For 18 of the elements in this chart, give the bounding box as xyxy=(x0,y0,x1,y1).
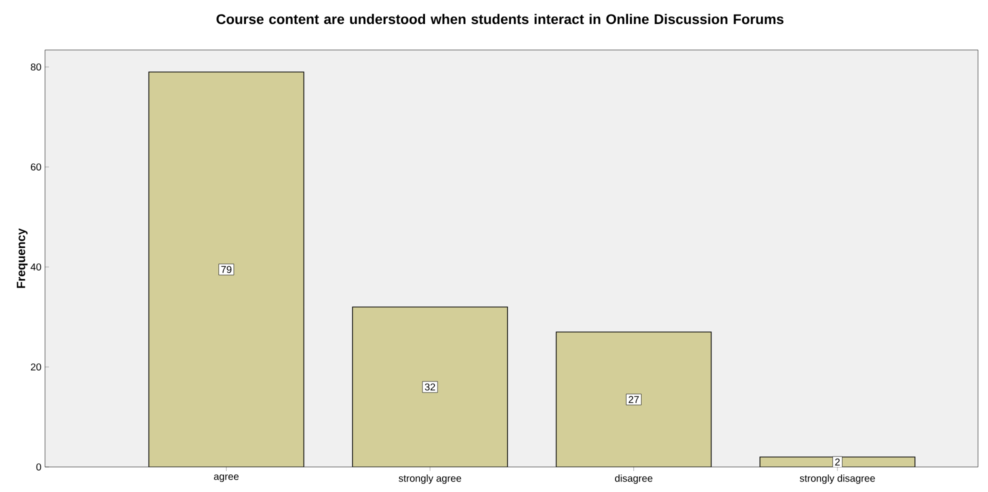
bar xyxy=(556,332,712,467)
bar xyxy=(352,306,508,467)
x-tick-label: strongly disagree xyxy=(800,474,875,484)
chart-title: Course content are understood when students interact in Online Discussion Forums xyxy=(216,14,784,24)
data-label: 2 xyxy=(835,458,840,466)
y-tick-label: 40 xyxy=(30,263,42,271)
y-tick-label: 20 xyxy=(30,363,42,371)
y-tick-label: 0 xyxy=(36,463,42,471)
y-tick-label: 60 xyxy=(30,163,42,171)
x-tick-label: disagree xyxy=(615,474,652,484)
data-label: 32 xyxy=(424,383,436,391)
x-tick-label: strongly agree xyxy=(398,474,462,484)
x-tick-label: agree xyxy=(214,474,239,482)
y-axis-title: Frequency xyxy=(16,228,28,288)
y-tick-label: 80 xyxy=(30,63,42,71)
bar xyxy=(148,72,304,467)
data-label: 27 xyxy=(628,396,639,403)
data-label: 79 xyxy=(221,266,232,274)
